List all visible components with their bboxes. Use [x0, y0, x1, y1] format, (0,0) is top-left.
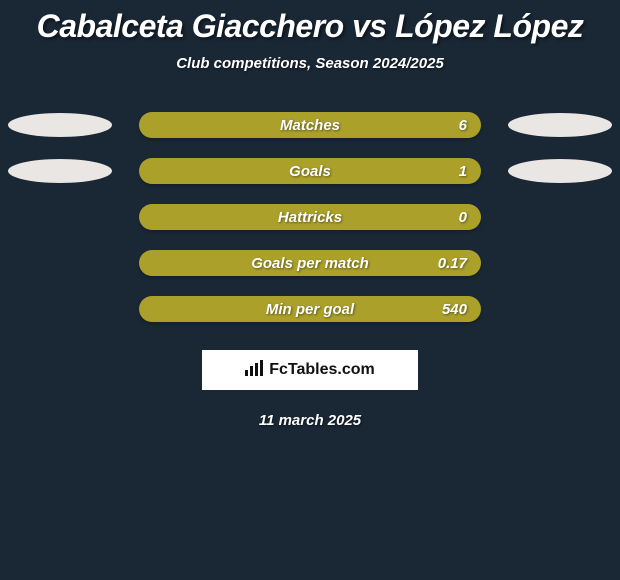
stat-label: Goals per match [251, 255, 369, 272]
stat-bar: Matches 6 [139, 112, 481, 138]
stat-value: 0 [459, 209, 467, 226]
stat-value: 1 [459, 163, 467, 180]
stat-value: 0.17 [438, 255, 467, 272]
stat-value: 6 [459, 117, 467, 134]
player-left-oval [8, 159, 112, 183]
stat-bar: Goals per match 0.17 [139, 250, 481, 276]
stat-row: Min per goal 540 [0, 286, 620, 332]
stat-row: Matches 6 [0, 102, 620, 148]
player-left-oval [8, 113, 112, 137]
stat-row: Goals 1 [0, 148, 620, 194]
stat-label: Min per goal [266, 301, 354, 318]
stat-bar: Min per goal 540 [139, 296, 481, 322]
stat-value: 540 [442, 301, 467, 318]
stat-row: Goals per match 0.17 [0, 240, 620, 286]
comparison-card: Cabalceta Giacchero vs López López Club … [0, 0, 620, 429]
player-right-oval [508, 159, 612, 183]
player-right-oval [508, 113, 612, 137]
page-title: Cabalceta Giacchero vs López López [0, 8, 620, 45]
stats-block: Matches 6 Goals 1 Hattricks 0 Goals per match 0… [0, 102, 620, 332]
footer-date: 11 march 2025 [0, 412, 620, 429]
season-subtitle: Club competitions, Season 2024/2025 [0, 55, 620, 72]
brand-text: FcTables.com [269, 361, 375, 379]
stat-row: Hattricks 0 [0, 194, 620, 240]
bar-chart-icon [245, 360, 269, 381]
stat-label: Matches [280, 117, 340, 134]
brand-badge[interactable]: FcTables.com [202, 350, 418, 390]
stat-bar: Hattricks 0 [139, 204, 481, 230]
stat-bar: Goals 1 [139, 158, 481, 184]
stat-label: Goals [289, 163, 331, 180]
stat-label: Hattricks [278, 209, 342, 226]
